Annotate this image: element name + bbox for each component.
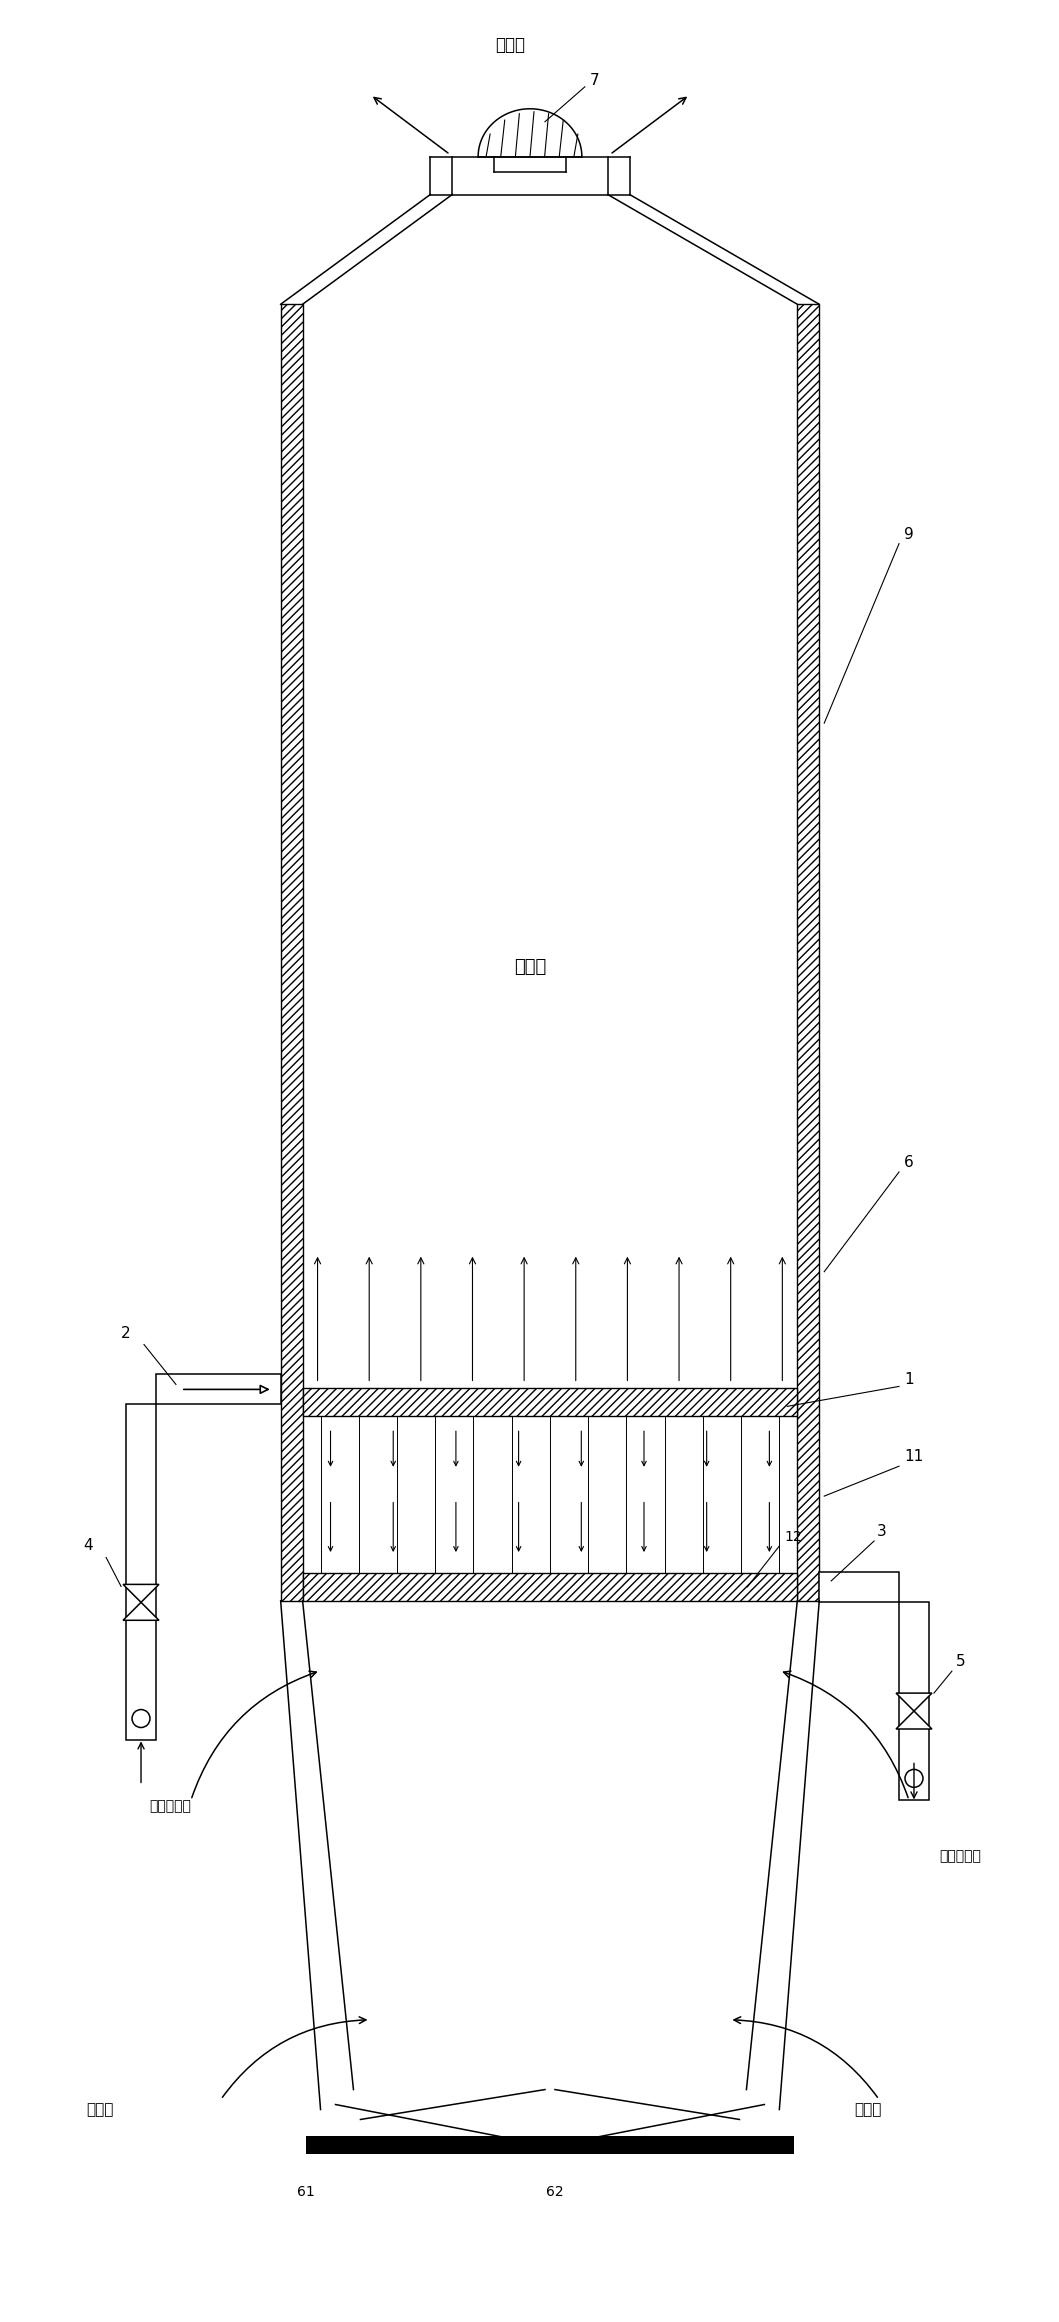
- Text: 热空气: 热空气: [495, 35, 525, 53]
- Text: 5: 5: [956, 1653, 966, 1670]
- Text: 7: 7: [590, 72, 599, 88]
- Text: 62: 62: [546, 2185, 563, 2199]
- Text: 4: 4: [84, 1539, 93, 1553]
- Text: 12: 12: [785, 1530, 802, 1544]
- Bar: [303, 1572, 797, 1600]
- Circle shape: [905, 1769, 923, 1788]
- Text: 9: 9: [904, 527, 914, 541]
- Bar: [820, 1572, 899, 1602]
- Text: 2: 2: [121, 1326, 130, 1340]
- Bar: [156, 1375, 281, 1405]
- Bar: [126, 1405, 156, 1742]
- Text: 61: 61: [297, 2185, 315, 2199]
- Text: 热空气: 热空气: [514, 959, 546, 978]
- Text: 6: 6: [904, 1154, 914, 1170]
- Text: 11: 11: [904, 1449, 923, 1465]
- Text: 3: 3: [877, 1523, 886, 1539]
- Bar: [797, 304, 820, 1600]
- Text: 冷空气: 冷空气: [855, 2101, 881, 2118]
- Circle shape: [132, 1709, 150, 1728]
- Text: 热介质出口: 热介质出口: [939, 1848, 981, 1862]
- Polygon shape: [896, 1711, 932, 1730]
- Bar: [306, 2136, 794, 2155]
- Polygon shape: [123, 1584, 159, 1602]
- Polygon shape: [123, 1602, 159, 1621]
- Polygon shape: [896, 1693, 932, 1711]
- Text: 冷空气: 冷空气: [86, 2101, 113, 2118]
- Bar: [281, 304, 303, 1600]
- Bar: [303, 1389, 797, 1416]
- Bar: [899, 1602, 929, 1800]
- Text: 热介质入口: 热介质入口: [149, 1800, 191, 1813]
- Text: 1: 1: [904, 1372, 914, 1389]
